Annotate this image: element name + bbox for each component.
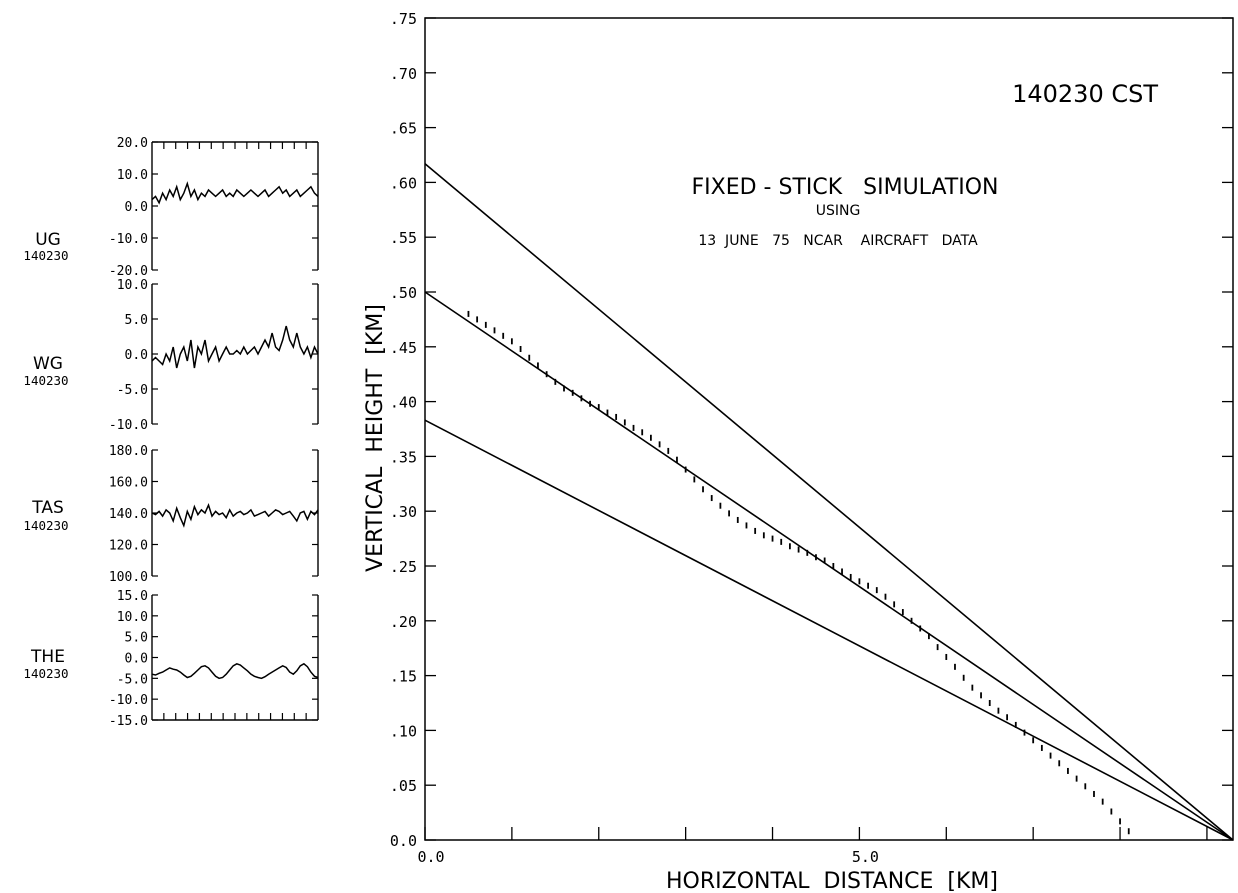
chart-title: FIXED - STICK SIMULATION [692,175,999,200]
series-line-1 [424,163,1234,841]
main-axes: 0.0 .05 .10 .15 .20 .25 .30 .35 .40 .45 .50 .55 .60.… [390,10,1233,866]
panel-tick-label: 180.0 [109,444,148,459]
panel-tick-label: -5.0 [117,383,148,398]
time-label: 140230 CST [1012,80,1158,108]
panel-tick-label: 140.0 [109,507,148,522]
small-panels: 20.010.00.0-10.0-20.0UG14023010.05.00.0-… [23,136,319,729]
y-tick-label: .15 [390,668,417,686]
panel-tick-label: 160.0 [109,476,148,491]
panel-tick-label: 0.0 [125,348,148,363]
panel-time: 140230 [23,248,68,263]
y-tick-label: .70 [390,65,417,83]
chart-subtitle-using: USING [816,203,861,219]
panel-tick-label: 20.0 [117,136,148,151]
panel-label: TAS [31,498,64,518]
x-axis-label: HORIZONTAL DISTANCE [KM] [666,869,998,893]
panel-tick-label: 10.0 [117,168,148,183]
panel-time: 140230 [23,518,68,533]
chart-subtitle-data: 13 JUNE 75 NCAR AIRCRAFT DATA [698,233,978,249]
panel-tick-label: 100.0 [109,570,148,585]
y-tick-label: .65 [390,120,417,138]
y-tick-label: 0.0 [390,832,417,850]
panel-tick-label: -10.0 [109,693,148,708]
panel-label: WG [33,354,63,374]
y-tick-label: .35 [390,448,417,466]
x-tick-label: 0.0 [417,848,444,866]
y-tick-label: .60 [390,174,417,192]
main-series [424,163,1234,841]
y-tick-label: .50 [390,284,417,302]
panel-tick-label: -20.0 [109,264,148,279]
panel-label: THE [30,647,65,667]
y-tick-label: .25 [390,558,417,576]
panel-time: 140230 [23,666,68,681]
panel-label: UG [35,230,61,250]
series-line-2 [424,291,1234,841]
main-chart: 0.0 .05 .10 .15 .20 .25 .30 .35 .40 .45 .50 .55 .60.… [363,10,1234,893]
main-plot-frame [424,17,1234,841]
y-tick-label: .10 [390,722,417,740]
x-tick-label: 5.0 [852,848,879,866]
panel-trace [151,662,319,680]
panel-tick-label: 5.0 [125,631,148,646]
series-line-3 [424,419,1234,841]
y-tick-label: .05 [390,777,417,795]
y-tick-label: .55 [390,229,417,247]
panel-tick-label: 0.0 [125,200,148,215]
panel-time: 140230 [23,373,68,388]
panel-tick-label: -5.0 [117,672,148,687]
panel-tick-label: 120.0 [109,539,148,554]
panel-trace [151,325,319,369]
panel-tick-label: -10.0 [109,232,148,247]
panel-tick-label: 0.0 [125,652,148,667]
panel-trace [151,502,319,528]
y-tick-label: .30 [390,503,417,521]
panel-trace [151,181,319,205]
panel-tick-label: 5.0 [125,313,148,328]
panel-tick-label: 10.0 [117,610,148,625]
panel-tick-label: 10.0 [117,278,148,293]
y-tick-label: .45 [390,339,417,357]
y-tick-label: .20 [390,613,417,631]
y-tick-label: .40 [390,394,417,412]
panel-tick-label: -10.0 [109,418,148,433]
y-axis-label: VERTICAL HEIGHT [KM] [363,304,388,572]
panel-tick-label: 15.0 [117,589,148,604]
y-tick-label: .75 [390,10,417,28]
panel-tick-label: -15.0 [109,714,148,729]
